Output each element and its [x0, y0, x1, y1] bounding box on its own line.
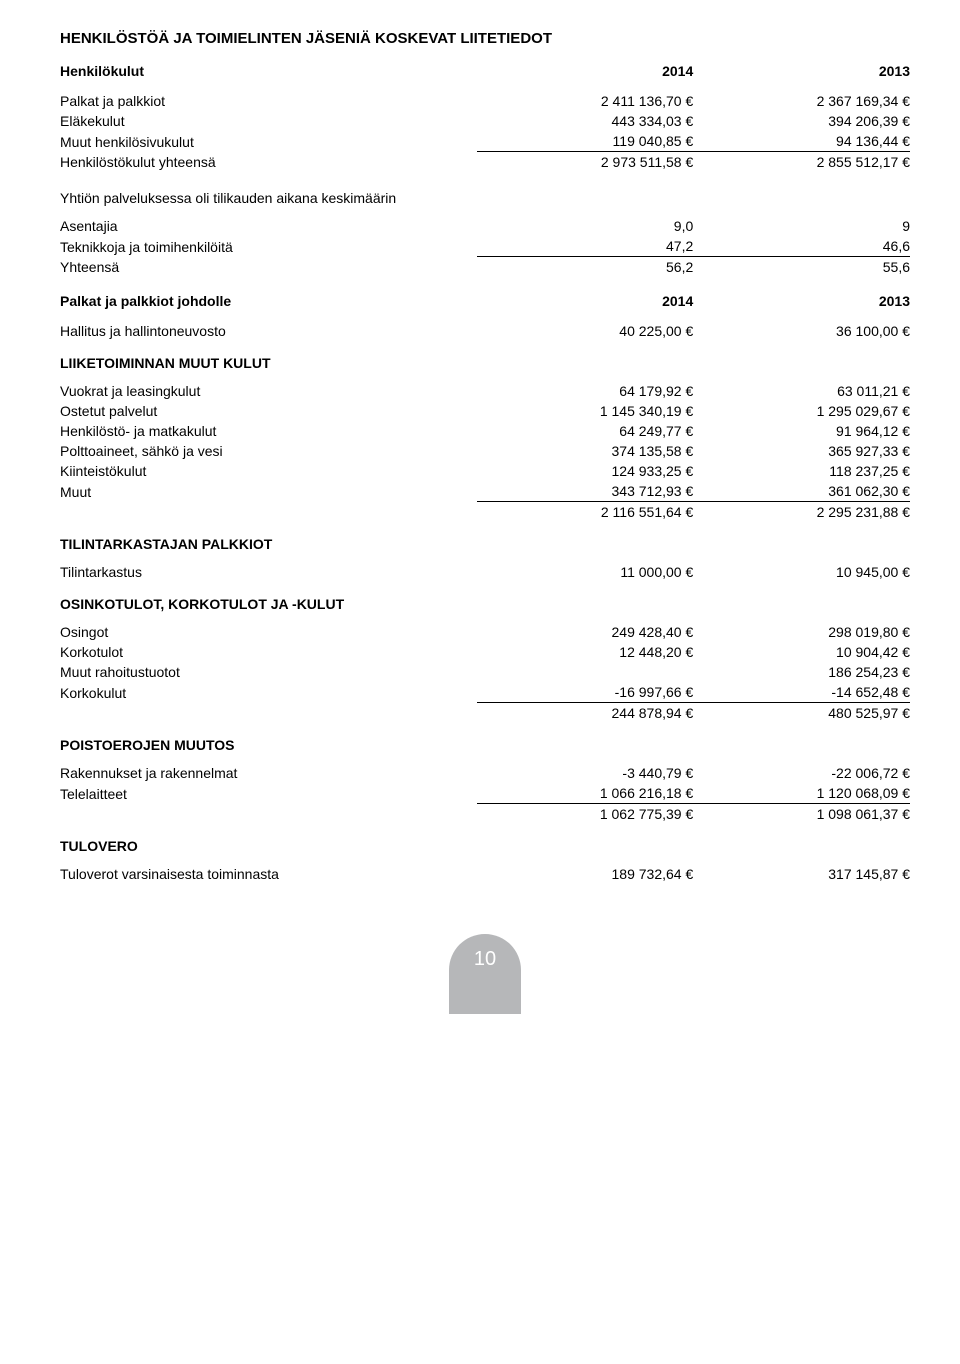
cell: 2 411 136,70 €: [477, 91, 694, 111]
cell: Rakennukset ja rakennelmat: [60, 763, 477, 783]
cell: 1 295 029,67 €: [693, 401, 910, 421]
cell: 40 225,00 €: [477, 321, 694, 341]
poistoerojen-table: Rakennukset ja rakennelmat -3 440,79 € -…: [60, 763, 910, 824]
cell: Korkotulot: [60, 642, 477, 662]
cell: -3 440,79 €: [477, 763, 694, 783]
cell: -16 997,66 €: [477, 682, 694, 703]
cell: Vuokrat ja leasingkulut: [60, 381, 477, 401]
cell: 46,6: [693, 236, 910, 257]
cell: 394 206,39 €: [693, 111, 910, 131]
cell: Yhteensä: [60, 257, 477, 278]
cell: 2013: [693, 61, 910, 81]
cell: 2 295 231,88 €: [693, 502, 910, 523]
palkat-johdolle-table: Palkat ja palkkiot johdolle 2014 2013 Ha…: [60, 291, 910, 341]
cell: Hallitus ja hallintoneuvosto: [60, 321, 477, 341]
cell: -14 652,48 €: [693, 682, 910, 703]
cell: Eläkekulut: [60, 111, 477, 131]
cell: 365 927,33 €: [693, 441, 910, 461]
cell: 55,6: [693, 257, 910, 278]
cell: Osingot: [60, 622, 477, 642]
cell: 1 066 216,18 €: [477, 783, 694, 804]
cell: 2014: [477, 61, 694, 81]
cell: Palkat ja palkkiot johdolle: [60, 291, 477, 311]
cell: 480 525,97 €: [693, 703, 910, 724]
page-number: 10: [449, 934, 521, 1014]
henkilokulut-table: Henkilökulut 2014 2013 Palkat ja palkkio…: [60, 61, 910, 172]
cell: 11 000,00 €: [477, 562, 694, 582]
cell: 9: [693, 216, 910, 236]
section-title: LIIKETOIMINNAN MUUT KULUT: [60, 355, 910, 371]
cell: 249 428,40 €: [477, 622, 694, 642]
cell: 124 933,25 €: [477, 461, 694, 481]
cell: Kiinteistökulut: [60, 461, 477, 481]
cell: [477, 662, 694, 682]
cell: Asentajia: [60, 216, 477, 236]
cell: 343 712,93 €: [477, 481, 694, 502]
cell: 10 904,42 €: [693, 642, 910, 662]
cell: Tuloverot varsinaisesta toiminnasta: [60, 864, 477, 884]
cell: [60, 502, 477, 523]
section-title: POISTOEROJEN MUUTOS: [60, 737, 910, 753]
cell: Henkilöstökulut yhteensä: [60, 152, 477, 173]
cell: 244 878,94 €: [477, 703, 694, 724]
section-title: TULOVERO: [60, 838, 910, 854]
cell: [60, 804, 477, 825]
cell: Muut: [60, 481, 477, 502]
tulovero-table: Tuloverot varsinaisesta toiminnasta 189 …: [60, 864, 910, 884]
cell: Tilintarkastus: [60, 562, 477, 582]
cell: 64 249,77 €: [477, 421, 694, 441]
cell: 2 116 551,64 €: [477, 502, 694, 523]
cell: Korkokulut: [60, 682, 477, 703]
cell: 119 040,85 €: [477, 131, 694, 152]
cell: 186 254,23 €: [693, 662, 910, 682]
page-title: HENKILÖSTÖÄ JA TOIMIELINTEN JÄSENIÄ KOSK…: [60, 30, 910, 47]
cell: Muut rahoitustuotot: [60, 662, 477, 682]
cell: 1 120 068,09 €: [693, 783, 910, 804]
cell: Ostetut palvelut: [60, 401, 477, 421]
cell: 2 855 512,17 €: [693, 152, 910, 173]
cell: Palkat ja palkkiot: [60, 91, 477, 111]
tilintarkastajan-table: Tilintarkastus 11 000,00 € 10 945,00 €: [60, 562, 910, 582]
cell: 10 945,00 €: [693, 562, 910, 582]
cell: 1 145 340,19 €: [477, 401, 694, 421]
cell: 47,2: [477, 236, 694, 257]
cell: Polttoaineet, sähkö ja vesi: [60, 441, 477, 461]
cell: 189 732,64 €: [477, 864, 694, 884]
cell: 94 136,44 €: [693, 131, 910, 152]
cell: 1 062 775,39 €: [477, 804, 694, 825]
cell: 1 098 061,37 €: [693, 804, 910, 825]
cell: 56,2: [477, 257, 694, 278]
cell: Henkilöstö- ja matkakulut: [60, 421, 477, 441]
cell: 317 145,87 €: [693, 864, 910, 884]
cell: 2 973 511,58 €: [477, 152, 694, 173]
cell: 118 237,25 €: [693, 461, 910, 481]
cell: 2013: [693, 291, 910, 311]
cell: [60, 703, 477, 724]
cell: 9,0: [477, 216, 694, 236]
subsection-title: Yhtiön palveluksessa oli tilikauden aika…: [60, 190, 910, 206]
palveluksessa-table: Asentajia 9,0 9 Teknikkoja ja toimihenki…: [60, 216, 910, 277]
cell: Teknikkoja ja toimihenkilöitä: [60, 236, 477, 257]
cell: 298 019,80 €: [693, 622, 910, 642]
section-title: TILINTARKASTAJAN PALKKIOT: [60, 536, 910, 552]
cell: 12 448,20 €: [477, 642, 694, 662]
cell: 361 062,30 €: [693, 481, 910, 502]
cell: Henkilökulut: [60, 61, 477, 81]
cell: 91 964,12 €: [693, 421, 910, 441]
osinkotulot-table: Osingot 249 428,40 € 298 019,80 € Korkot…: [60, 622, 910, 723]
cell: 374 135,58 €: [477, 441, 694, 461]
cell: -22 006,72 €: [693, 763, 910, 783]
cell: 2014: [477, 291, 694, 311]
section-title: OSINKOTULOT, KORKOTULOT JA -KULUT: [60, 596, 910, 612]
cell: 64 179,92 €: [477, 381, 694, 401]
cell: 443 334,03 €: [477, 111, 694, 131]
muut-kulut-table: Vuokrat ja leasingkulut 64 179,92 € 63 0…: [60, 381, 910, 522]
cell: 2 367 169,34 €: [693, 91, 910, 111]
cell: 36 100,00 €: [693, 321, 910, 341]
cell: Telelaitteet: [60, 783, 477, 804]
cell: 63 011,21 €: [693, 381, 910, 401]
cell: Muut henkilösivukulut: [60, 131, 477, 152]
